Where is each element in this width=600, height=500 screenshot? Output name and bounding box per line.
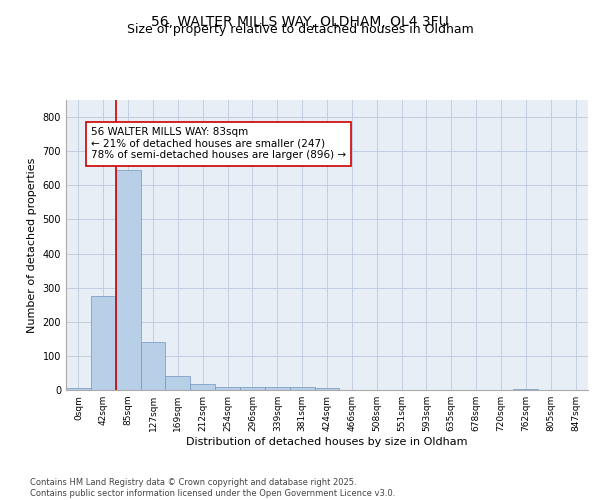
Bar bbox=[166, 376, 190, 390]
Text: 56, WALTER MILLS WAY, OLDHAM, OL4 3FU: 56, WALTER MILLS WAY, OLDHAM, OL4 3FU bbox=[151, 15, 449, 29]
Bar bbox=[240, 388, 265, 390]
Text: Size of property relative to detached houses in Oldham: Size of property relative to detached ho… bbox=[127, 22, 473, 36]
Bar bbox=[116, 170, 140, 390]
Bar bbox=[314, 388, 340, 390]
Bar bbox=[140, 342, 166, 390]
Bar bbox=[190, 384, 215, 390]
Bar bbox=[265, 388, 290, 390]
Bar bbox=[66, 388, 91, 390]
Text: Contains HM Land Registry data © Crown copyright and database right 2025.
Contai: Contains HM Land Registry data © Crown c… bbox=[30, 478, 395, 498]
Bar bbox=[91, 296, 116, 390]
Bar bbox=[514, 389, 538, 390]
Bar bbox=[290, 386, 314, 390]
Text: 56 WALTER MILLS WAY: 83sqm
← 21% of detached houses are smaller (247)
78% of sem: 56 WALTER MILLS WAY: 83sqm ← 21% of deta… bbox=[91, 128, 346, 160]
Bar bbox=[215, 386, 240, 390]
Y-axis label: Number of detached properties: Number of detached properties bbox=[27, 158, 37, 332]
X-axis label: Distribution of detached houses by size in Oldham: Distribution of detached houses by size … bbox=[186, 437, 468, 447]
